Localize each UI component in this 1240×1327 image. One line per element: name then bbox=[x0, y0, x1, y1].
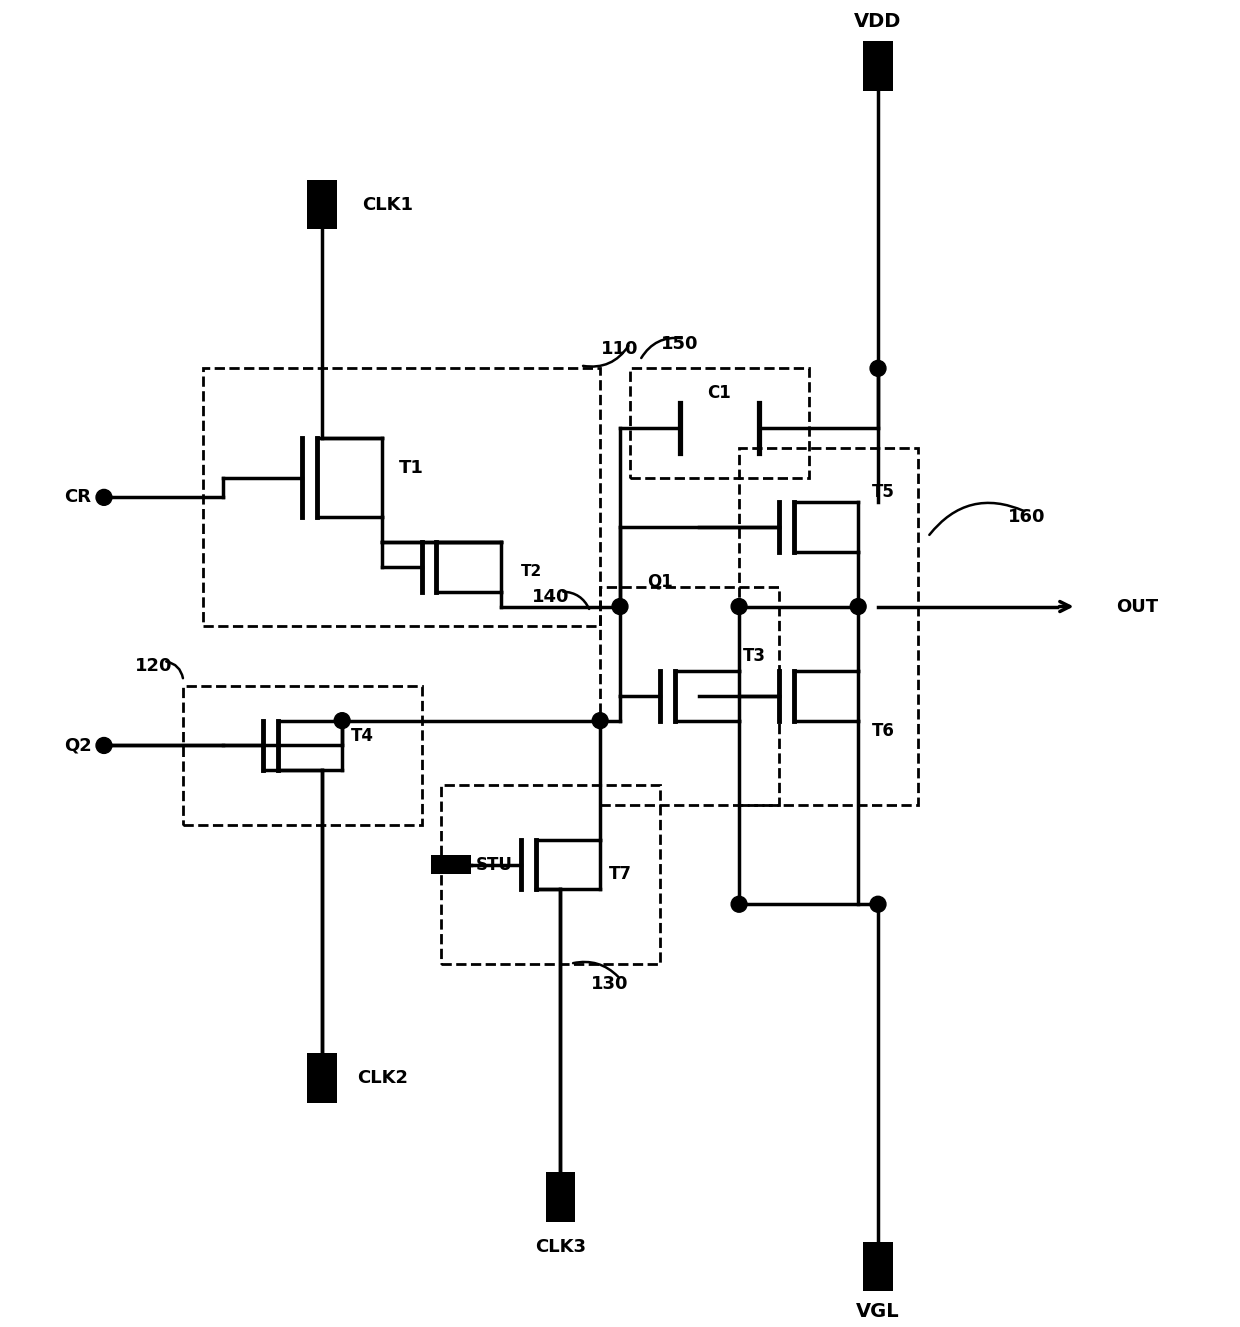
Bar bbox=[432, 855, 471, 874]
Text: CLK2: CLK2 bbox=[357, 1070, 408, 1087]
Circle shape bbox=[593, 713, 608, 729]
Circle shape bbox=[732, 598, 746, 614]
Bar bbox=[441, 786, 660, 963]
Text: T6: T6 bbox=[872, 722, 894, 739]
Circle shape bbox=[870, 361, 885, 377]
Bar bbox=[308, 1054, 337, 1103]
Text: T5: T5 bbox=[872, 483, 894, 502]
Text: 150: 150 bbox=[661, 334, 698, 353]
Circle shape bbox=[613, 598, 627, 614]
Text: T1: T1 bbox=[399, 459, 424, 476]
Text: STU: STU bbox=[476, 856, 513, 873]
Circle shape bbox=[870, 896, 885, 912]
Text: 160: 160 bbox=[1008, 508, 1045, 527]
Bar bbox=[546, 1172, 575, 1222]
Circle shape bbox=[335, 713, 350, 729]
Text: 110: 110 bbox=[601, 340, 639, 357]
Text: CLK3: CLK3 bbox=[534, 1238, 587, 1255]
Text: Q1: Q1 bbox=[647, 573, 672, 591]
Text: 120: 120 bbox=[135, 657, 172, 675]
Text: T4: T4 bbox=[351, 727, 373, 744]
Text: CLK1: CLK1 bbox=[362, 195, 413, 214]
Bar bbox=[203, 369, 600, 626]
Bar bbox=[863, 41, 893, 90]
Text: VGL: VGL bbox=[856, 1302, 900, 1320]
Bar bbox=[308, 180, 337, 230]
Text: OUT: OUT bbox=[1116, 597, 1158, 616]
Circle shape bbox=[732, 896, 746, 912]
Bar bbox=[600, 587, 779, 805]
Bar bbox=[863, 1242, 893, 1291]
Text: T2: T2 bbox=[521, 564, 542, 580]
Bar bbox=[184, 686, 422, 825]
Text: 140: 140 bbox=[532, 588, 569, 605]
Circle shape bbox=[851, 598, 866, 614]
Text: T7: T7 bbox=[609, 865, 631, 884]
Bar bbox=[739, 447, 918, 805]
Text: T3: T3 bbox=[743, 648, 765, 665]
Text: Q2: Q2 bbox=[64, 736, 92, 755]
Text: CR: CR bbox=[64, 488, 92, 507]
Text: 130: 130 bbox=[591, 974, 629, 993]
Text: C1: C1 bbox=[707, 385, 732, 402]
Circle shape bbox=[95, 738, 112, 754]
Circle shape bbox=[95, 490, 112, 506]
Bar bbox=[630, 369, 808, 478]
Text: VDD: VDD bbox=[854, 12, 901, 31]
